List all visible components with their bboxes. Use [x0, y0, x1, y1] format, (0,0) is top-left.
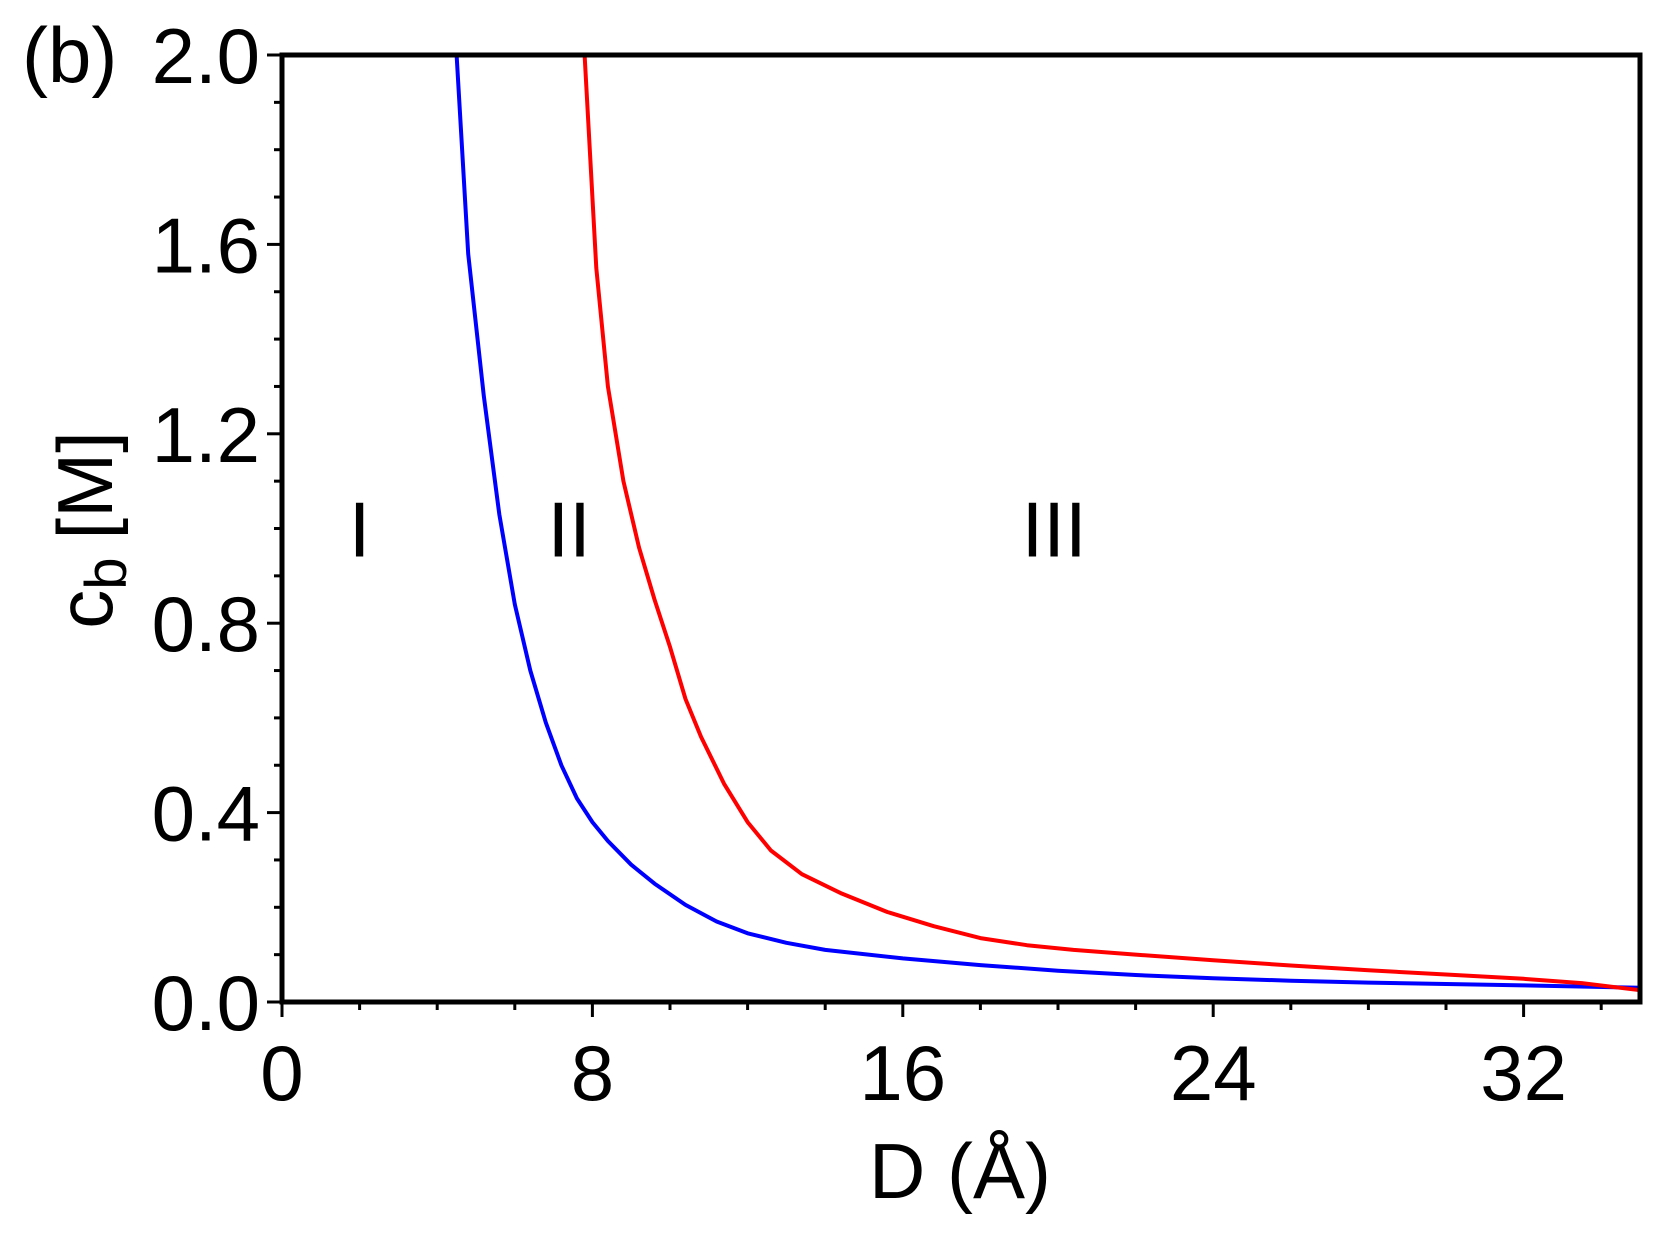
plot-frame: [279, 52, 1643, 1005]
y-tick-label: 0.0: [152, 959, 260, 1047]
x-tick-label: 32: [1480, 1029, 1567, 1117]
red-series-line: [582, 53, 1642, 993]
y-tick-label: 0.4: [152, 770, 260, 858]
y-axis-label-unit: [M]: [41, 431, 129, 539]
y-axis-label-group: cb [M]: [41, 431, 139, 629]
region-labels: I II III: [349, 486, 1087, 574]
y-axis-label: cb [M]: [41, 431, 139, 629]
x-tick-label: 0: [260, 1029, 303, 1117]
y-tick-label: 2.0: [152, 12, 260, 100]
x-tick-label: 16: [859, 1029, 946, 1117]
x-tick-label: 8: [571, 1029, 614, 1117]
panel-label: (b): [22, 11, 117, 99]
y-axis-label-main: c: [41, 590, 129, 629]
x-axis-label: D (Å): [869, 1127, 1051, 1215]
y-axis-label-subscript: b: [74, 558, 139, 590]
x-axis-ticks: 0 8 16 24 32: [260, 1002, 1603, 1117]
y-tick-label: 1.6: [152, 201, 260, 289]
y-axis-ticks: 0.0 0.4 0.8 1.2 1.6 2.0: [152, 12, 282, 1047]
series-layer: [454, 53, 1642, 993]
region-label-1: I: [349, 486, 371, 574]
blue-series-line: [454, 53, 1642, 990]
region-label-3: III: [1022, 486, 1087, 574]
x-tick-label: 24: [1170, 1029, 1257, 1117]
region-label-2: II: [547, 486, 590, 574]
y-tick-label: 1.2: [152, 391, 260, 479]
y-tick-label: 0.8: [152, 580, 260, 668]
